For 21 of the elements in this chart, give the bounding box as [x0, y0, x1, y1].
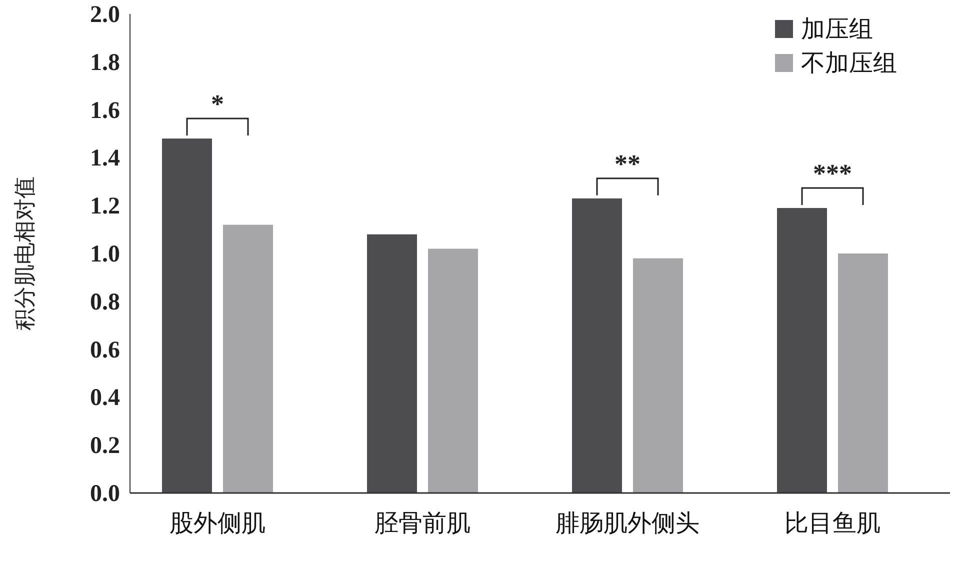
y-tick-label: 1.2	[90, 194, 120, 220]
legend-label: 加压组	[801, 17, 873, 43]
y-tick-label: 0.0	[90, 481, 120, 507]
y-tick-label: 1.4	[90, 146, 120, 172]
x-tick-label: 股外侧肌	[170, 511, 266, 537]
x-tick-label: 比目鱼肌	[784, 511, 880, 537]
y-axis-title: 积分肌电相对值	[12, 176, 37, 330]
legend-label: 不加压组	[801, 51, 897, 77]
annotation: **	[614, 149, 640, 178]
y-tick-label: 1.0	[90, 242, 120, 268]
annotation: ***	[813, 158, 852, 188]
annotation: *	[211, 90, 224, 119]
y-tick-label: 0.4	[90, 385, 120, 412]
y-tick-label: 1.6	[90, 98, 120, 124]
y-tick-label: 2.0	[90, 2, 120, 28]
x-tick-label: 胫骨前肌	[374, 511, 470, 537]
y-tick-label: 0.8	[90, 289, 120, 316]
y-tick-label: 0.2	[90, 433, 120, 460]
y-tick-label: 0.6	[90, 337, 120, 364]
x-tick-label: 腓肠肌外侧头	[556, 511, 700, 537]
y-tick-label: 1.8	[90, 50, 120, 76]
